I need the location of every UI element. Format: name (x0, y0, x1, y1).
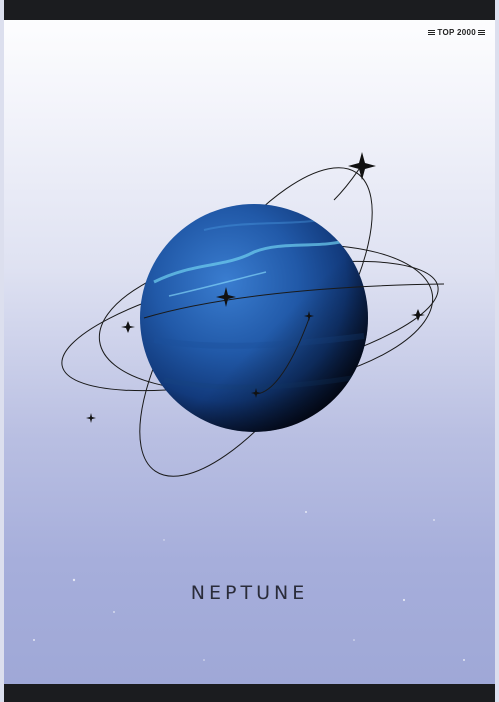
page-edge-right (495, 0, 499, 702)
page-edge-left (0, 0, 4, 702)
notebook-cover: TOP 2000 (4, 0, 495, 702)
bars-icon (428, 29, 436, 36)
planet-illustration (33, 152, 465, 661)
background-stars (33, 511, 465, 661)
planet-clouds (140, 204, 368, 432)
brand-logo: TOP 2000 (428, 28, 485, 37)
top-frame-bar (4, 0, 495, 20)
bars-icon (478, 29, 485, 36)
bottom-frame-bar (4, 684, 495, 702)
brand-label: TOP 2000 (437, 28, 476, 37)
cover-title: NEPTUNE (190, 582, 309, 604)
orbit-stars (86, 152, 425, 423)
